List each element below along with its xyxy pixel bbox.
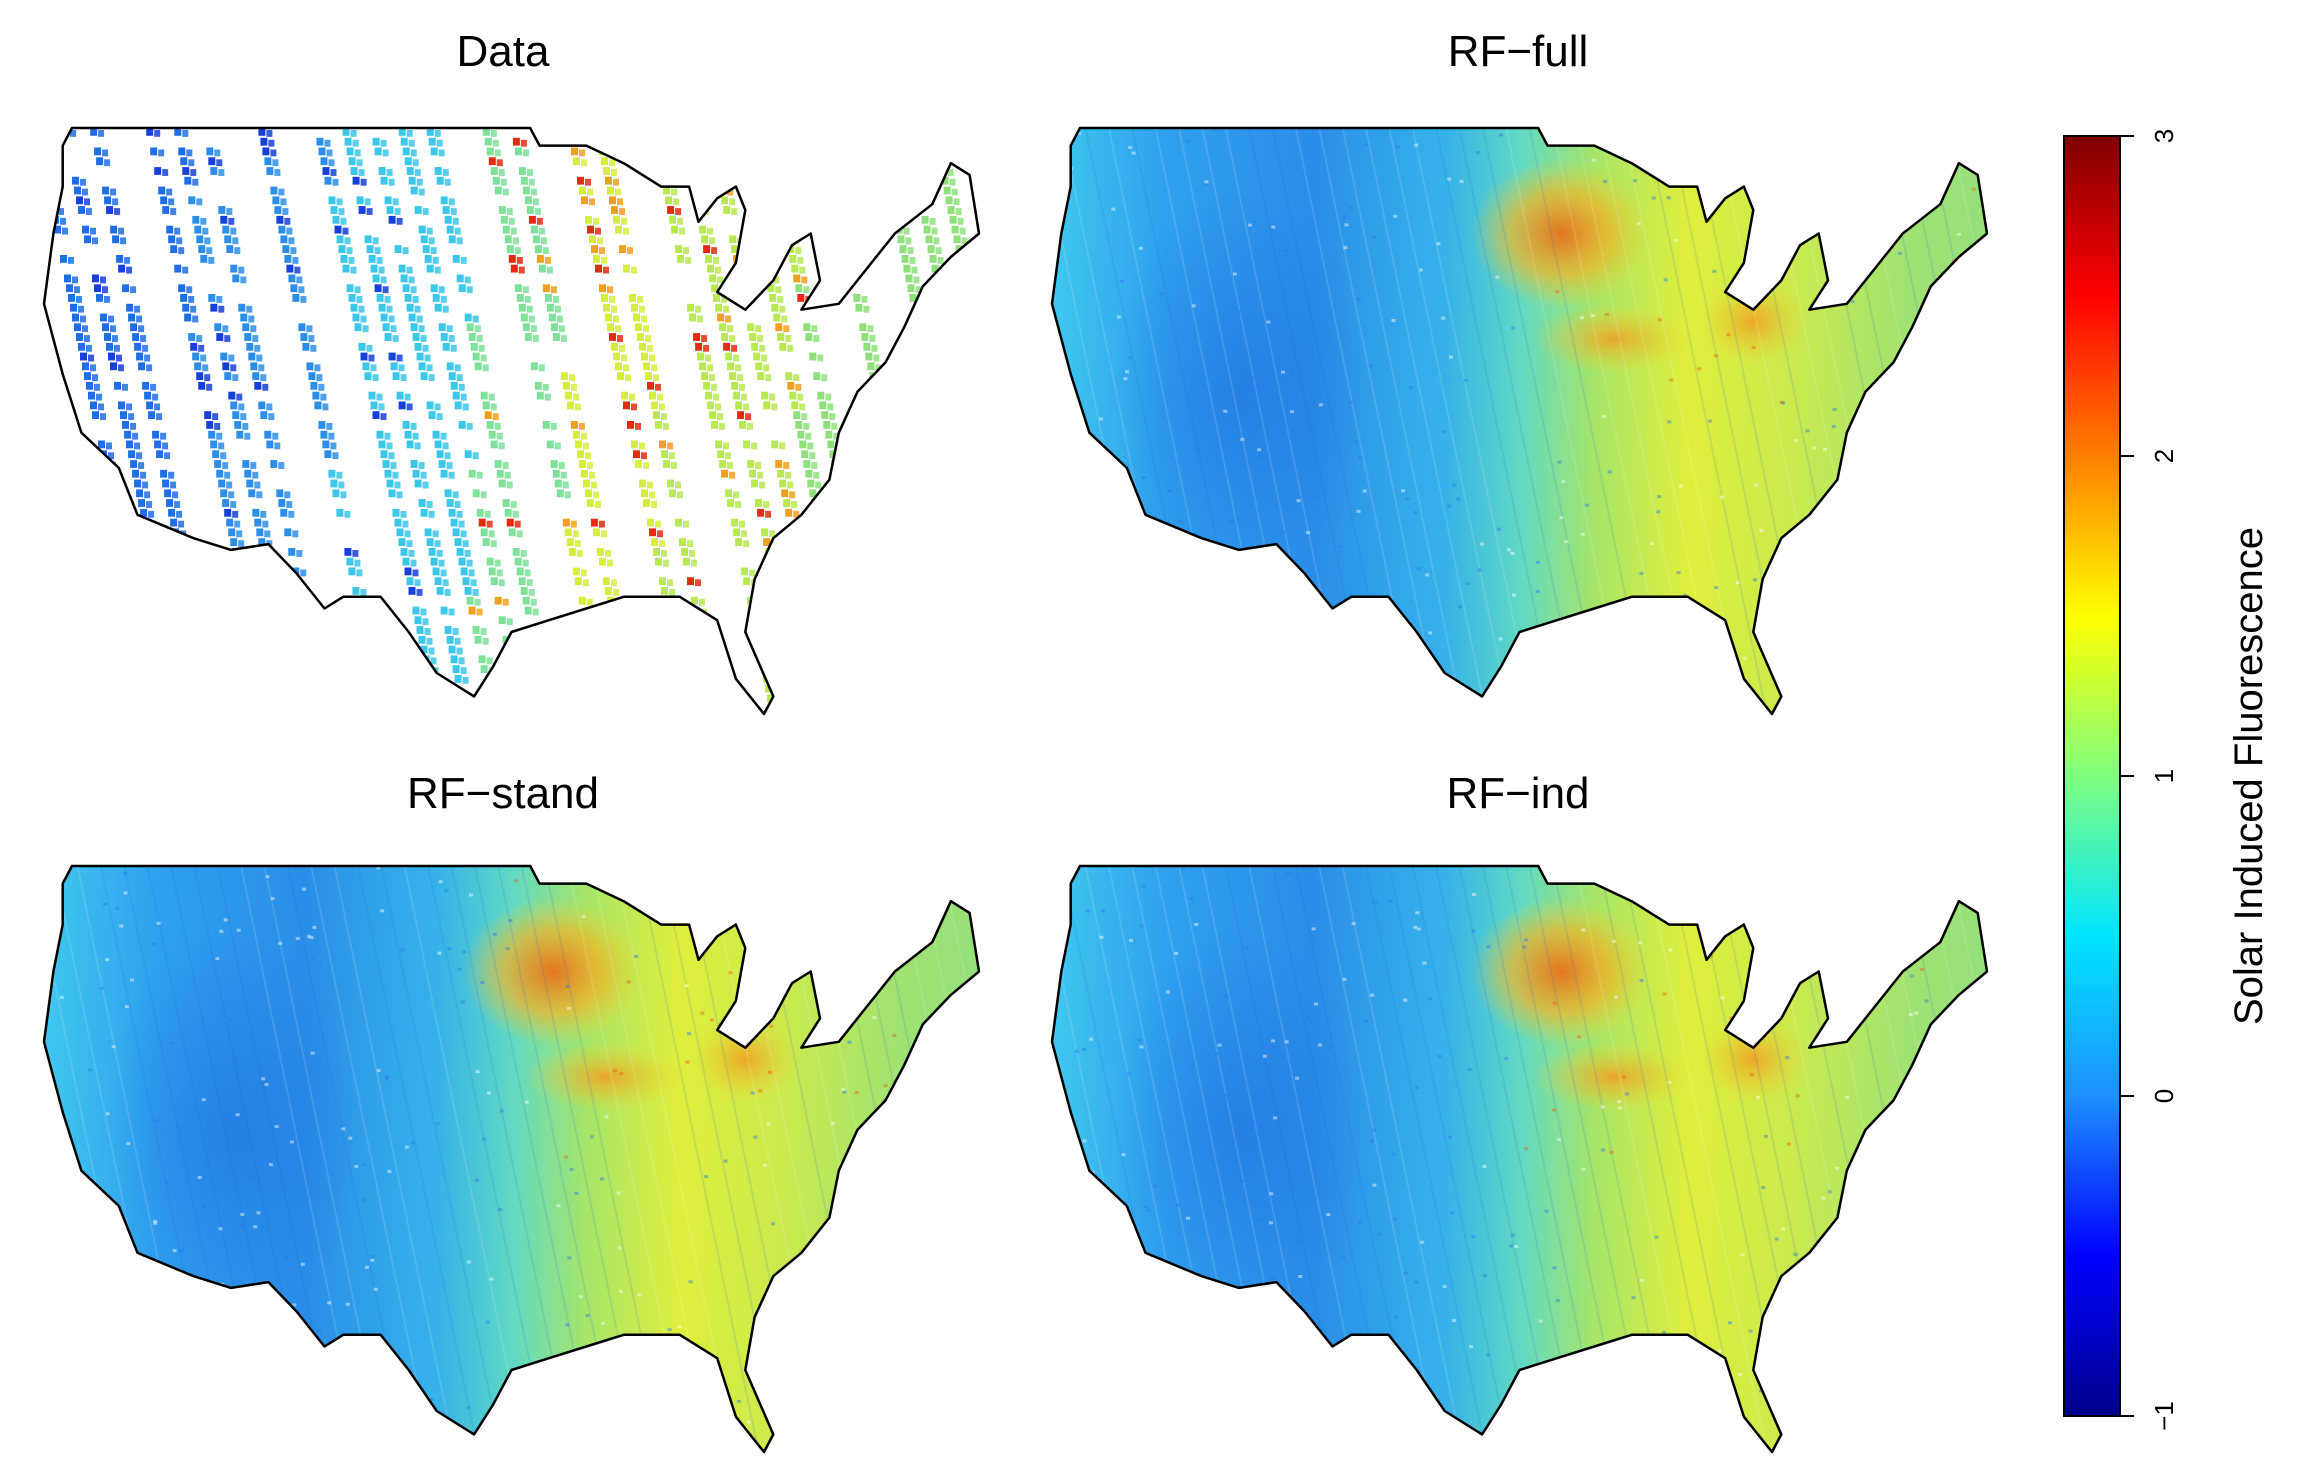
panel-title: RF−full xyxy=(1448,27,1589,76)
colorbar-tick-label: 1 xyxy=(2149,769,2179,783)
map-field xyxy=(1052,866,1987,1452)
panel-title: RF−ind xyxy=(1446,769,1589,818)
map-panel-rf-stand: RF−stand xyxy=(42,769,981,1454)
us-outline xyxy=(42,126,981,716)
map-field xyxy=(44,866,979,1452)
colorbar-tick-label: 2 xyxy=(2149,449,2179,463)
map-panel-data: Data xyxy=(42,27,981,716)
map-panels: Data RF−full RF−stand RF−ind xyxy=(42,27,1989,1454)
us-outline xyxy=(42,864,981,1454)
us-outline xyxy=(1050,864,1989,1454)
colorbar-scale xyxy=(2063,135,2121,1417)
panel-title: RF−stand xyxy=(407,769,599,818)
map-panel-rf-full: RF−full xyxy=(1050,27,1989,716)
us-outline xyxy=(1050,126,1989,716)
map-panel-rf-ind: RF−ind xyxy=(1050,769,1989,1454)
colorbar-label: Solar Induced Fluorescence xyxy=(2227,527,2271,1025)
colorbar-tick-label: 0 xyxy=(2149,1089,2179,1103)
map-field xyxy=(44,128,979,714)
colorbar: 3 2 1 0 −1 Solar Induced Fluorescence xyxy=(2063,129,2271,1431)
colorbar-tick-label: 3 xyxy=(2149,129,2179,143)
colorbar-tick-label: −1 xyxy=(2149,1401,2179,1431)
map-field xyxy=(1052,128,1987,714)
panel-title: Data xyxy=(457,27,550,76)
colorbar-ticks: 3 2 1 0 −1 xyxy=(2120,129,2179,1431)
